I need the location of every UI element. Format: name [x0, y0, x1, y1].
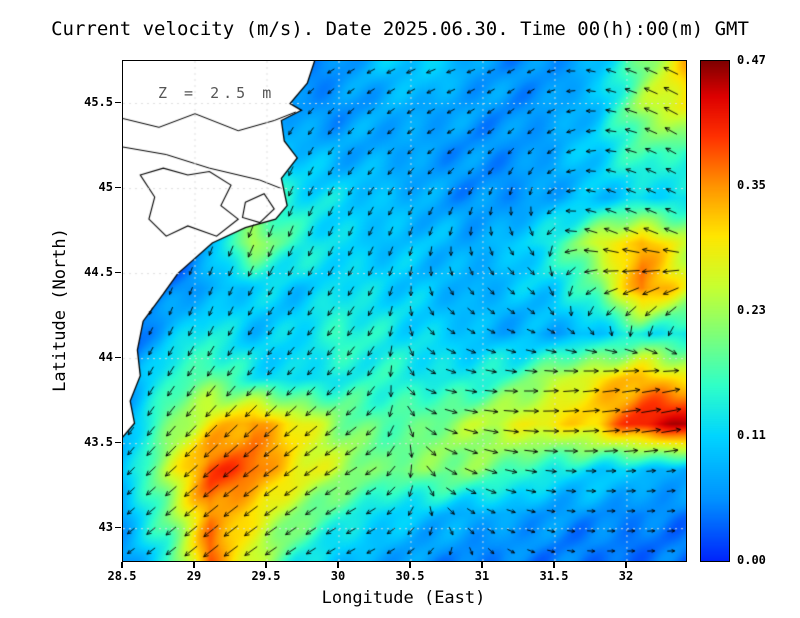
- depth-annotation: Z = 2.5 m: [158, 84, 276, 102]
- y-tick-mark: [114, 526, 121, 529]
- x-axis-label: Longitude (East): [321, 588, 486, 608]
- y-tick-mark: [114, 271, 121, 274]
- y-tick-mark: [114, 441, 121, 444]
- x-tick-mark: [481, 561, 483, 568]
- y-tick-label: 43: [98, 519, 113, 534]
- x-tick-label: 29.5: [251, 569, 281, 583]
- x-tick-mark: [337, 561, 339, 568]
- colorbar-tick-label: 0.47: [737, 53, 766, 67]
- y-tick-mark: [114, 356, 121, 359]
- x-tick-label: 30: [330, 569, 346, 583]
- x-tick-label: 30.5: [395, 569, 425, 583]
- y-tick-mark: [114, 101, 121, 104]
- colorbar-tick-label: 0.35: [737, 178, 766, 192]
- x-tick-label: 31: [474, 569, 490, 583]
- colorbar-gradient: [700, 60, 730, 562]
- colorbar-tick-label: 0.23: [737, 303, 766, 317]
- y-tick-label: 44.5: [84, 264, 113, 279]
- colorbar-tick-label: 0.00: [737, 553, 766, 567]
- y-tick-label: 45.5: [84, 94, 113, 109]
- x-tick-label: 32: [618, 569, 634, 583]
- x-tick-mark: [409, 561, 411, 568]
- x-tick-label: 31.5: [539, 569, 569, 583]
- x-tick-mark: [265, 561, 267, 568]
- chart-title: Current velocity (m/s). Date 2025.06.30.…: [51, 18, 749, 40]
- x-tick-label: 29: [186, 569, 202, 583]
- y-axis-label: Latitude (North): [50, 228, 70, 392]
- y-tick-mark: [114, 186, 121, 189]
- velocity-map-canvas: [122, 60, 687, 562]
- x-tick-mark: [193, 561, 195, 568]
- x-tick-mark: [625, 561, 627, 568]
- colorbar-tick-label: 0.11: [737, 428, 766, 442]
- x-tick-label: 28.5: [107, 569, 137, 583]
- y-tick-label: 43.5: [84, 434, 113, 449]
- x-tick-mark: [553, 561, 555, 568]
- y-tick-label: 45: [98, 179, 113, 194]
- x-tick-mark: [121, 561, 123, 568]
- y-tick-label: 44: [98, 349, 113, 364]
